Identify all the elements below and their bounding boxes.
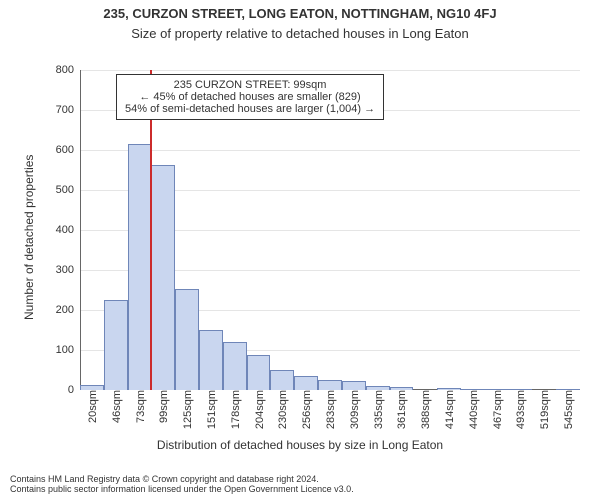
y-tick-label: 0 [68,384,80,396]
y-tick-label: 200 [56,304,80,316]
x-tick-label: 361sqm [394,390,408,429]
x-tick-label: 440sqm [466,390,480,429]
x-tick-label: 545sqm [561,390,575,429]
x-tick-label: 20sqm [85,390,99,423]
x-tick-label: 73sqm [133,390,147,423]
x-tick-label: 125sqm [180,390,194,429]
gridline [80,150,580,151]
footer-attribution: Contains HM Land Registry data © Crown c… [10,474,354,494]
histogram-bar [318,380,342,390]
histogram-bar [270,370,294,390]
page-title: 235, CURZON STREET, LONG EATON, NOTTINGH… [0,6,600,21]
annotation-line-2: ← 45% of detached houses are smaller (82… [125,91,375,103]
x-tick-label: 178sqm [228,390,242,429]
x-tick-label: 414sqm [442,390,456,429]
histogram-bar [247,355,271,390]
x-tick-label: 46sqm [109,390,123,423]
x-tick-label: 256sqm [299,390,313,429]
x-tick-label: 230sqm [275,390,289,429]
x-tick-label: 388sqm [418,390,432,429]
y-axis-label: Number of detached properties [22,155,36,320]
histogram-bar [294,376,318,390]
x-tick-label: 519sqm [537,390,551,429]
histogram-bar [151,165,175,390]
x-tick-label: 99sqm [156,390,170,423]
x-tick-label: 335sqm [371,390,385,429]
histogram-bar [175,289,199,390]
annotation-line-1: 235 CURZON STREET: 99sqm [125,79,375,91]
x-tick-label: 204sqm [252,390,266,429]
annotation-line-3: 54% of semi-detached houses are larger (… [125,103,375,115]
x-tick-label: 309sqm [347,390,361,429]
x-axis-label: Distribution of detached houses by size … [0,438,600,452]
y-tick-label: 300 [56,264,80,276]
x-tick-label: 493sqm [513,390,527,429]
x-tick-label: 467sqm [490,390,504,429]
x-tick-label: 151sqm [204,390,218,429]
y-tick-label: 500 [56,184,80,196]
annotation-box: 235 CURZON STREET: 99sqm ← 45% of detach… [116,74,384,120]
y-tick-label: 400 [56,224,80,236]
y-tick-label: 800 [56,64,80,76]
histogram-bar [104,300,128,390]
chart-subtitle: Size of property relative to detached ho… [0,26,600,41]
histogram-bar [223,342,247,390]
histogram-bar [128,144,152,390]
y-tick-label: 100 [56,344,80,356]
y-tick-label: 600 [56,144,80,156]
x-tick-label: 283sqm [323,390,337,429]
histogram-bar [342,381,366,390]
y-axis [80,70,81,390]
y-tick-label: 700 [56,104,80,116]
gridline [80,70,580,71]
histogram-bar [199,330,223,390]
